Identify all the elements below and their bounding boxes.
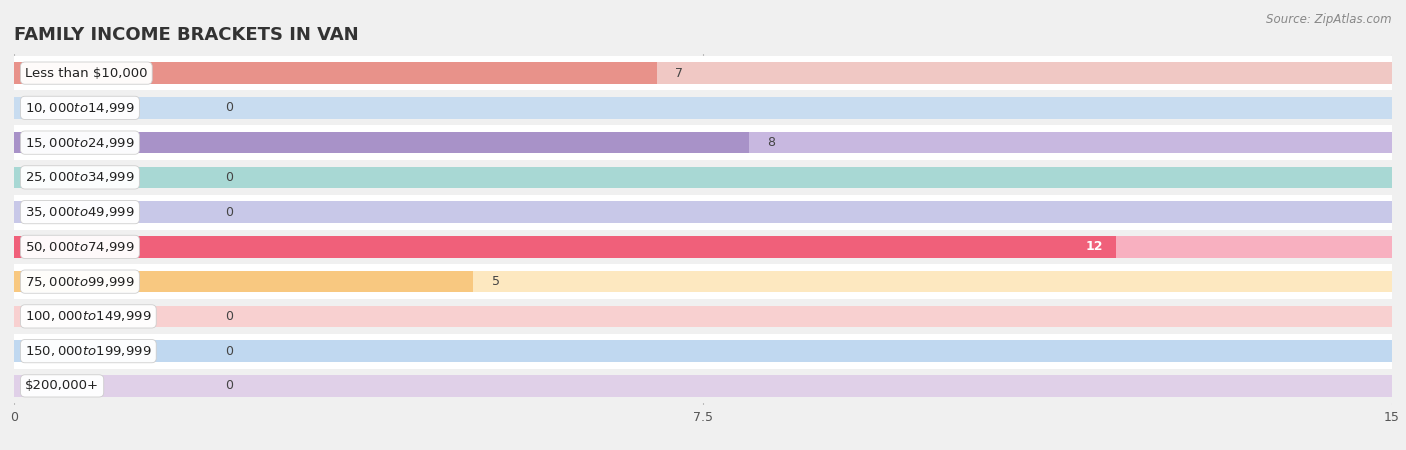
Bar [14, 299, 1392, 334]
Bar [14, 340, 1392, 362]
Bar [14, 236, 1392, 258]
Bar [14, 195, 1392, 230]
Text: $75,000 to $99,999: $75,000 to $99,999 [25, 274, 135, 288]
Text: $150,000 to $199,999: $150,000 to $199,999 [25, 344, 152, 358]
Bar [14, 271, 474, 292]
Bar [14, 166, 1392, 188]
Bar [14, 375, 1392, 396]
Bar [14, 334, 1392, 369]
Bar [14, 97, 1392, 119]
Text: $200,000+: $200,000+ [25, 379, 98, 392]
Text: $10,000 to $14,999: $10,000 to $14,999 [25, 101, 135, 115]
Bar [14, 56, 1392, 90]
Bar [14, 306, 1392, 327]
Text: FAMILY INCOME BRACKETS IN VAN: FAMILY INCOME BRACKETS IN VAN [14, 26, 359, 44]
Text: 12: 12 [1085, 240, 1102, 253]
Text: 7: 7 [675, 67, 683, 80]
Text: 0: 0 [225, 206, 233, 219]
Bar [14, 201, 1392, 223]
Bar [14, 230, 1392, 264]
Text: Less than $10,000: Less than $10,000 [25, 67, 148, 80]
Text: $100,000 to $149,999: $100,000 to $149,999 [25, 310, 152, 324]
Text: 0: 0 [225, 171, 233, 184]
Text: 0: 0 [225, 101, 233, 114]
Bar [14, 125, 1392, 160]
Text: $50,000 to $74,999: $50,000 to $74,999 [25, 240, 135, 254]
Bar [14, 90, 1392, 125]
Bar [14, 132, 749, 153]
Text: 0: 0 [225, 379, 233, 392]
Text: 8: 8 [768, 136, 775, 149]
Text: 5: 5 [492, 275, 499, 288]
Bar [14, 63, 1392, 84]
Text: Source: ZipAtlas.com: Source: ZipAtlas.com [1267, 14, 1392, 27]
Bar [14, 271, 1392, 292]
Text: $25,000 to $34,999: $25,000 to $34,999 [25, 171, 135, 184]
Bar [14, 264, 1392, 299]
Text: 0: 0 [225, 310, 233, 323]
Text: $15,000 to $24,999: $15,000 to $24,999 [25, 135, 135, 149]
Bar [14, 132, 1392, 153]
Bar [14, 369, 1392, 403]
Text: $35,000 to $49,999: $35,000 to $49,999 [25, 205, 135, 219]
Text: 0: 0 [225, 345, 233, 358]
Bar [14, 236, 1116, 258]
Bar [14, 63, 657, 84]
Bar [14, 160, 1392, 195]
